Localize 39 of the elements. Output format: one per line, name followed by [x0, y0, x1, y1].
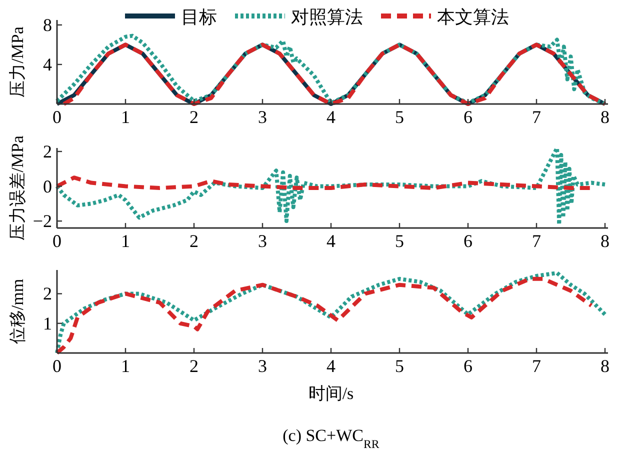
- x-axis-title: 时间/s: [308, 384, 354, 403]
- y-tick-label: 0: [43, 176, 52, 196]
- y-axis-title: 压力误差/MPa: [8, 135, 27, 240]
- y-tick-label: 4: [43, 54, 52, 74]
- x-tick-label: 7: [532, 107, 541, 127]
- x-tick-label: 1: [121, 231, 130, 251]
- y-axis-title: 压力/MPa: [8, 26, 27, 98]
- x-tick-label: 2: [190, 231, 198, 251]
- y-tick-label: 2: [43, 284, 52, 304]
- x-tick-label: 1: [121, 356, 130, 376]
- x-tick-label: 6: [464, 356, 472, 376]
- x-tick-label: 5: [395, 356, 404, 376]
- y-axis-title: 位移/mm: [8, 278, 27, 344]
- legend-label: 本文算法: [437, 7, 509, 27]
- x-tick-label: 6: [464, 231, 472, 251]
- x-tick-label: 4: [326, 356, 336, 376]
- legend-label: 对照算法: [291, 7, 363, 27]
- x-tick-label: 8: [600, 356, 610, 376]
- x-tick-label: 6: [464, 107, 472, 127]
- y-tick-label: 2: [43, 141, 52, 162]
- legend-label: 目标: [181, 7, 217, 27]
- x-tick-label: 1: [121, 107, 130, 127]
- x-tick-label: 5: [395, 107, 404, 127]
- x-tick-label: 3: [258, 356, 267, 376]
- x-tick-label: 7: [532, 231, 541, 251]
- x-tick-label: 4: [326, 107, 336, 127]
- x-tick-label: 8: [600, 231, 610, 251]
- y-tick-label: 1: [43, 313, 52, 334]
- x-tick-label: 3: [258, 107, 267, 127]
- text: (c) SC+WC$_{RR}$: [282, 426, 380, 451]
- x-tick-label: 2: [190, 356, 198, 376]
- x-tick-label: 4: [326, 231, 336, 251]
- x-tick-label: 5: [395, 231, 404, 251]
- y-tick-label: 8: [43, 14, 52, 35]
- x-tick-label: 7: [532, 356, 541, 376]
- x-tick-label: 3: [258, 231, 267, 251]
- y-tick-label: −2: [32, 211, 52, 232]
- x-tick-label: 8: [600, 107, 610, 127]
- x-tick-label: 2: [190, 107, 198, 127]
